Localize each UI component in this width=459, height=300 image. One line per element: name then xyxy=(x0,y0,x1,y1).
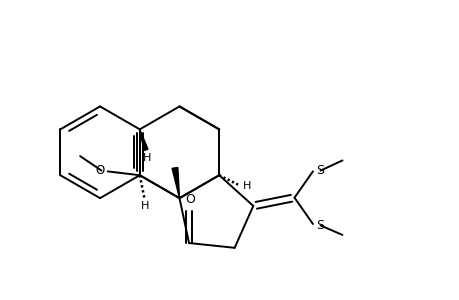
Text: O: O xyxy=(95,164,104,177)
Text: O: O xyxy=(185,193,194,206)
Text: S: S xyxy=(315,164,323,177)
Polygon shape xyxy=(140,129,148,151)
Polygon shape xyxy=(172,167,179,198)
Text: S: S xyxy=(315,219,323,232)
Text: H: H xyxy=(143,153,151,163)
Text: H: H xyxy=(141,201,149,211)
Text: H: H xyxy=(243,181,251,191)
